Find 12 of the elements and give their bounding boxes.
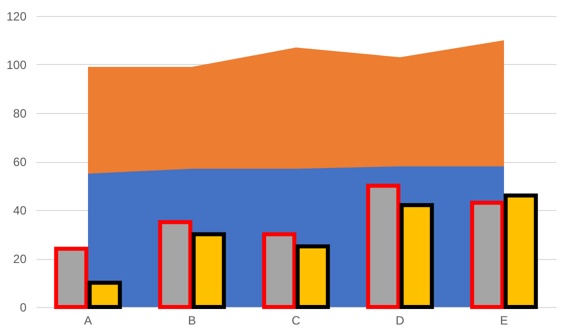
x-tick-label: A <box>84 314 92 328</box>
y-tick-label: 100 <box>6 58 27 72</box>
x-tick-label: C <box>292 314 301 328</box>
y-tick-label: 0 <box>20 300 27 314</box>
x-tick-label: D <box>396 314 405 328</box>
x-tick-label: B <box>188 314 196 328</box>
y-tick-label: 20 <box>13 252 27 266</box>
y-tick-label: 60 <box>13 155 27 169</box>
x-tick-label: E <box>500 314 508 328</box>
y-tick-label: 120 <box>6 10 27 24</box>
y-tick-label: 40 <box>13 204 27 218</box>
y-tick-label: 80 <box>13 106 27 120</box>
